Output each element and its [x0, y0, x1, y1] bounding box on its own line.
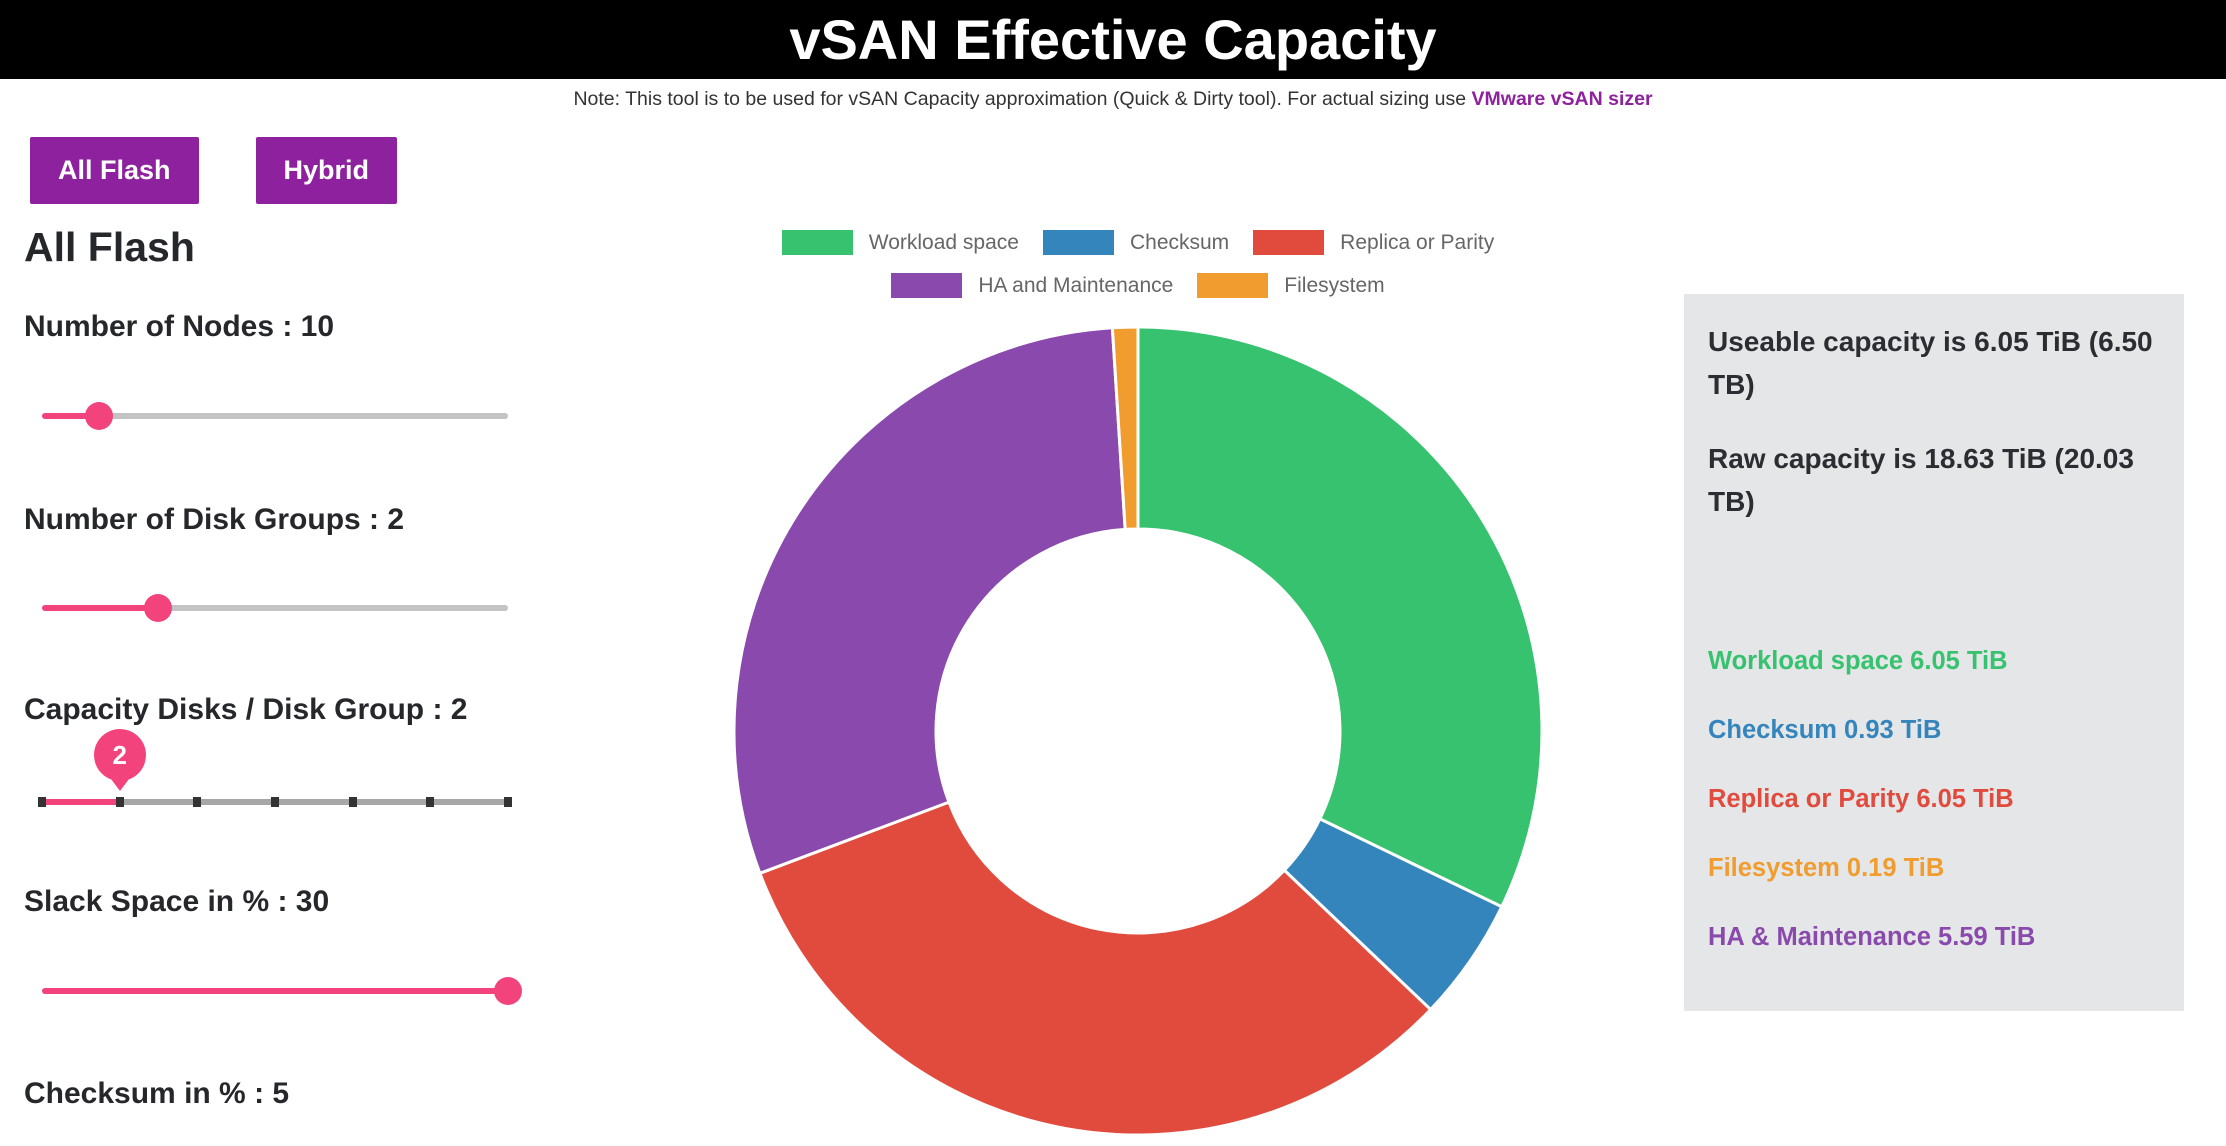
- donut-slice-workload-space[interactable]: [1136, 325, 1544, 909]
- legend-swatch-ha-and-maintenance: [891, 273, 963, 298]
- useable-capacity-text: Useable capacity is 6.05 TiB (6.50 TB): [1708, 326, 2153, 401]
- capacity-item-ha-maintenance: HA & Maintenance 5.59 TiB: [1708, 922, 2036, 951]
- donut-slice-ha-and-maintenance[interactable]: [732, 326, 1127, 875]
- legend-item-checksum[interactable]: Checksum: [1042, 230, 1230, 255]
- legend-item-filesystem[interactable]: Filesystem: [1197, 273, 1385, 298]
- disk-groups-slider-track[interactable]: [42, 605, 508, 611]
- legend-swatch-filesystem: [1197, 273, 1269, 298]
- legend-row: Workload space Checksum Replica or Parity: [781, 230, 1494, 255]
- legend-item-workload-space[interactable]: Workload space: [781, 230, 1019, 255]
- slider-tick: [426, 797, 435, 807]
- capacity-item-checksum: Checksum 0.93 TiB: [1708, 715, 1942, 744]
- checksum-slider-label: Checksum in % : 5: [24, 1077, 290, 1110]
- disk-groups-slider[interactable]: [42, 594, 508, 622]
- slider-tick: [38, 797, 46, 807]
- donut-slice-filesystem[interactable]: [1110, 325, 1140, 531]
- legend-label: Replica or Parity: [1340, 230, 1495, 254]
- nodes-slider-label: Number of Nodes : 10: [24, 310, 335, 343]
- note-text: Note: This tool is to be used for vSAN C…: [0, 88, 2226, 111]
- legend-item-replica-or-parity[interactable]: Replica or Parity: [1253, 230, 1494, 255]
- slack-space-slider-label: Slack Space in % : 30: [24, 885, 330, 918]
- legend-swatch-replica-or-parity: [1253, 230, 1325, 255]
- slider-tick: [193, 797, 202, 807]
- slider-tick: [504, 797, 512, 807]
- header-bar: vSAN Effective Capacity: [0, 0, 2226, 79]
- chart-legend: Workload space Checksum Replica or Parity H…: [638, 230, 1638, 298]
- mode-button-row: All Flash Hybrid: [30, 137, 398, 204]
- slider-tick: [348, 797, 357, 807]
- capacity-item-workload-space: Workload space 6.05 TiB: [1708, 646, 2008, 675]
- slider-tick: [115, 797, 124, 807]
- disk-groups-slider-label: Number of Disk Groups : 2: [24, 503, 405, 536]
- all-flash-button[interactable]: All Flash: [30, 137, 199, 204]
- legend-item-ha-and-maintenance[interactable]: HA and Maintenance: [891, 273, 1173, 298]
- capacity-item-filesystem: Filesystem 0.19 TiB: [1708, 853, 1945, 882]
- capacity-disks-slider[interactable]: 2: [38, 729, 512, 831]
- nodes-slider-fill: [42, 413, 100, 419]
- capacity-disks-slider-fill: [42, 799, 120, 805]
- nodes-slider-knob[interactable]: [85, 402, 114, 430]
- slider-tick: [271, 797, 279, 807]
- capacity-disks-slider-balloon[interactable]: 2: [93, 729, 146, 781]
- note-body: Note: This tool is to be used for vSAN C…: [573, 88, 1472, 110]
- slack-space-slider-fill: [42, 988, 508, 994]
- raw-capacity-text: Raw capacity is 18.63 TiB (20.03 TB): [1708, 442, 2134, 518]
- nodes-slider-track[interactable]: [42, 413, 508, 419]
- vsan-sizer-link[interactable]: VMware vSAN sizer: [1471, 88, 1653, 110]
- slack-space-slider-track[interactable]: [42, 988, 508, 994]
- capacity-disks-slider-label: Capacity Disks / Disk Group : 2: [24, 693, 468, 726]
- hybrid-button[interactable]: Hybrid: [255, 137, 398, 204]
- capacity-disks-slider-ticks: [38, 797, 512, 807]
- section-title: All Flash: [24, 224, 195, 270]
- legend-label: Checksum: [1129, 230, 1230, 254]
- disk-groups-slider-fill: [42, 605, 159, 611]
- legend-label: Workload space: [868, 230, 1019, 254]
- legend-swatch-checksum: [1042, 230, 1114, 255]
- legend-label: HA and Maintenance: [978, 273, 1174, 297]
- nodes-slider[interactable]: [42, 402, 508, 430]
- legend-label: Filesystem: [1284, 273, 1385, 297]
- disk-groups-slider-knob[interactable]: [144, 594, 173, 622]
- capacity-donut-chart: [732, 325, 1544, 1137]
- legend-row: HA and Maintenance Filesystem: [891, 273, 1385, 298]
- page-title: vSAN Effective Capacity: [789, 8, 1437, 71]
- capacity-breakdown-list: Workload space 6.05 TiB Checksum 0.93 TiB…: [1708, 648, 2160, 950]
- capacity-item-replica-or-parity: Replica or Parity 6.05 TiB: [1708, 784, 2014, 813]
- donut-slice-replica-or-parity[interactable]: [758, 800, 1433, 1137]
- legend-swatch-workload-space: [781, 230, 853, 255]
- balloon-value: 2: [112, 740, 127, 770]
- summary-panel: Useable capacity is 6.05 TiB (6.50 TB) R…: [1684, 294, 2184, 1011]
- slack-space-slider-knob[interactable]: [494, 977, 522, 1005]
- slack-space-slider[interactable]: [42, 977, 522, 1005]
